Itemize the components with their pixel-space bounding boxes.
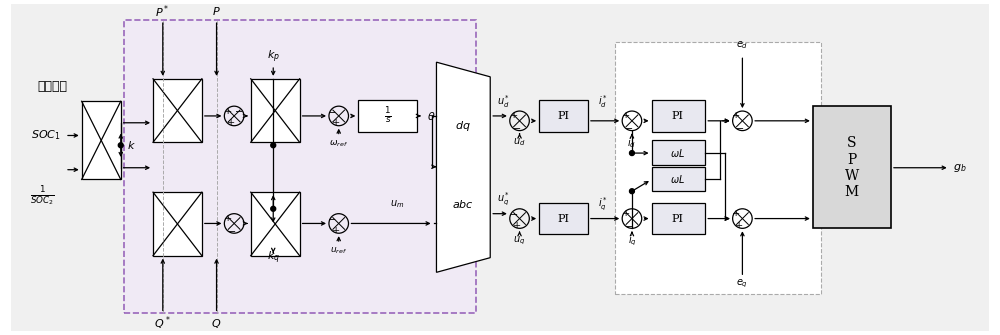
- Text: $\omega L$: $\omega L$: [670, 147, 685, 159]
- Text: $-$: $-$: [512, 123, 521, 132]
- Text: +: +: [732, 112, 741, 121]
- Text: $k_p$: $k_p$: [267, 49, 280, 65]
- Text: $-$: $-$: [509, 209, 518, 218]
- Text: $Q$: $Q$: [211, 317, 222, 330]
- Text: S
P
W
M: S P W M: [845, 136, 859, 199]
- Text: $P^*$: $P^*$: [155, 3, 170, 20]
- Text: $e_q$: $e_q$: [736, 278, 748, 290]
- Bar: [652, 100, 705, 132]
- Text: $-$: $-$: [624, 123, 634, 132]
- Bar: [539, 203, 588, 234]
- Bar: [539, 100, 588, 132]
- Text: +: +: [224, 214, 232, 223]
- Circle shape: [118, 143, 123, 148]
- Text: 下垂控制: 下垂控制: [37, 80, 67, 93]
- Text: $SOC_1$: $SOC_1$: [31, 129, 60, 142]
- Text: $\omega L$: $\omega L$: [670, 174, 685, 186]
- Text: $u_m$: $u_m$: [390, 198, 405, 210]
- Text: $-$: $-$: [234, 106, 244, 115]
- Circle shape: [630, 151, 634, 155]
- Bar: [251, 192, 300, 256]
- Circle shape: [271, 143, 276, 148]
- Text: $u_d$: $u_d$: [513, 136, 526, 148]
- Text: +: +: [622, 112, 630, 121]
- Bar: [652, 167, 705, 191]
- Bar: [813, 106, 891, 228]
- Text: $i_d$: $i_d$: [627, 136, 636, 150]
- Text: +: +: [735, 221, 744, 230]
- Text: PI: PI: [558, 214, 570, 223]
- Text: +: +: [510, 112, 518, 121]
- Text: +: +: [512, 221, 521, 230]
- Text: $u_{ref}$: $u_{ref}$: [330, 246, 347, 256]
- Text: +: +: [732, 209, 741, 218]
- Text: $u_q$: $u_q$: [513, 235, 526, 247]
- Bar: [153, 79, 202, 142]
- Text: $\frac{1}{SOC_2}$: $\frac{1}{SOC_2}$: [30, 184, 55, 208]
- Text: $abc$: $abc$: [452, 198, 474, 210]
- Text: PI: PI: [558, 111, 570, 121]
- Text: $-$: $-$: [227, 226, 236, 235]
- Text: $i_q^*$: $i_q^*$: [598, 195, 608, 213]
- Bar: [652, 140, 705, 165]
- Bar: [652, 203, 705, 234]
- Text: $\theta$: $\theta$: [427, 110, 436, 122]
- Text: $\frac{1}{s}$: $\frac{1}{s}$: [384, 106, 391, 126]
- Circle shape: [630, 189, 634, 194]
- Text: $Q^*$: $Q^*$: [154, 314, 171, 332]
- Text: $P$: $P$: [212, 5, 221, 17]
- Text: $\omega_{ref}$: $\omega_{ref}$: [329, 138, 348, 148]
- Text: $-$: $-$: [327, 107, 336, 116]
- Text: +: +: [227, 118, 235, 127]
- Text: $-$: $-$: [624, 221, 634, 230]
- Text: $e_d$: $e_d$: [736, 40, 749, 52]
- Text: +: +: [332, 226, 340, 235]
- Text: $i_d^*$: $i_d^*$: [598, 93, 608, 110]
- Text: +: +: [224, 107, 232, 116]
- Bar: [251, 79, 300, 142]
- Text: PI: PI: [672, 111, 684, 121]
- Text: $-$: $-$: [327, 214, 336, 223]
- Bar: [153, 192, 202, 256]
- Text: $u_d^*$: $u_d^*$: [497, 93, 510, 110]
- Text: $g_b$: $g_b$: [953, 162, 966, 174]
- Text: $k$: $k$: [127, 139, 136, 151]
- Bar: [615, 42, 821, 294]
- Text: $i_q$: $i_q$: [628, 234, 636, 248]
- Text: +: +: [332, 118, 340, 127]
- Text: PI: PI: [672, 214, 684, 223]
- Text: +: +: [622, 209, 630, 218]
- Text: $k_q$: $k_q$: [267, 250, 280, 266]
- Text: $u_q^*$: $u_q^*$: [497, 190, 510, 208]
- Text: $dq$: $dq$: [455, 119, 471, 133]
- Text: $-$: $-$: [735, 123, 744, 132]
- Circle shape: [271, 206, 276, 211]
- Bar: [124, 20, 476, 313]
- Bar: [358, 100, 417, 132]
- Bar: [82, 101, 121, 180]
- Polygon shape: [436, 62, 490, 272]
